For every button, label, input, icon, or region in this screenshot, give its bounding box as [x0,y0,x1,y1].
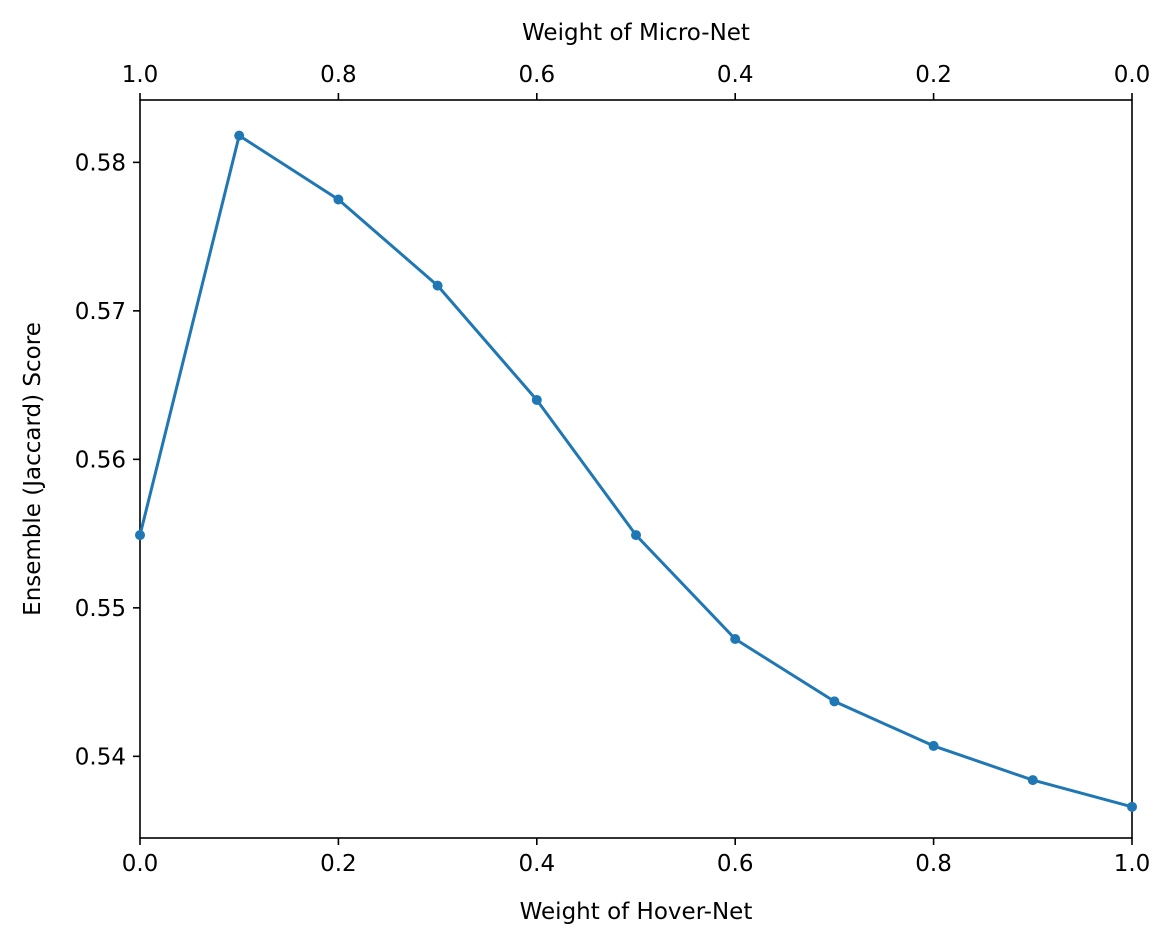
y-tick-label: 0.55 [75,596,126,622]
x2-tick-label: 0.2 [915,62,952,88]
x2-tick-label: 1.0 [122,62,159,88]
y-tick-label: 0.58 [75,150,126,176]
x2-tick-label: 0.6 [519,62,556,88]
x-tick-label: 0.0 [122,851,159,877]
x-tick-label: 0.2 [320,851,357,877]
data-point [1127,801,1137,812]
y-tick-label: 0.54 [75,744,126,770]
data-point [234,130,245,141]
data-point [631,530,641,541]
data-point [135,530,145,541]
x-tick-label: 1.0 [1114,851,1151,877]
y-axis-ticks: 0.54 0.55 0.56 0.57 0.58 [75,150,140,770]
y-tick-label: 0.56 [75,447,126,473]
data-point [928,740,939,751]
x2-tick-label: 0.0 [1114,62,1151,88]
data-point [730,634,741,645]
data-point [531,394,542,405]
x2-axis-title: Weight of Micro-Net [522,20,750,46]
data-point [1027,775,1038,786]
data-point [829,696,840,707]
x2-axis-ticks: 1.0 0.8 0.6 0.4 0.2 0.0 [122,62,1151,100]
y-tick-label: 0.57 [75,299,126,325]
y-axis-title: Ensemble (Jaccard) Score [20,322,46,616]
x-tick-label: 0.6 [717,851,754,877]
x-tick-label: 0.8 [915,851,952,877]
plot-area [139,99,1133,839]
x-axis-title: Weight of Hover-Net [520,899,753,925]
x-tick-label: 0.4 [519,851,556,877]
x2-tick-label: 0.4 [717,62,754,88]
data-point [333,194,344,205]
series-points [135,130,1137,812]
x-axis-ticks: 0.0 0.2 0.4 0.6 0.8 1.0 [122,838,1151,877]
x2-tick-label: 0.8 [320,62,357,88]
data-point [432,280,443,291]
